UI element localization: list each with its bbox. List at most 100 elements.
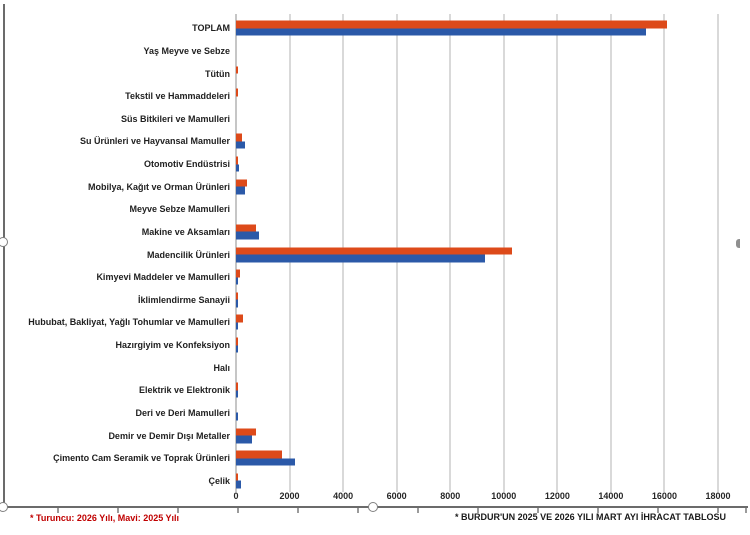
axis-tick-label: 8000 [440,491,461,501]
bar-2025[interactable] [236,186,246,195]
chart-border-left [3,4,5,508]
bar-group [236,266,742,289]
axis-tick-label: 16000 [651,491,677,501]
category-label: Makine ve Aksamları [141,226,230,237]
bar-2025[interactable] [236,435,253,444]
bar-2026[interactable] [236,450,282,459]
chart-row: Deri ve Deri Mamulleri [0,402,742,425]
bar-2025[interactable] [236,390,238,398]
worksheet-column-stub [597,508,599,513]
category-label: Yaş Meyve ve Sebze [143,45,230,56]
bar-2025[interactable] [236,141,245,149]
chart-row: Kimyevi Maddeler ve Mamulleri [0,266,742,289]
worksheet-column-stub [477,508,479,513]
bar-2026[interactable] [236,428,257,436]
chart-row: İklimlendirme Sanayii [0,289,742,312]
axis-tick-label: 6000 [386,491,407,501]
category-label: Meyve Sebze Mamulleri [129,204,230,215]
bar-2026[interactable] [236,382,238,391]
category-label: Hububat, Bakliyat, Yağlı Tohumlar ve Mam… [28,317,230,328]
axis-tick-label: 14000 [598,491,624,501]
bar-pair [236,405,238,421]
resize-handle-middle-left[interactable] [0,237,8,247]
gridline [717,14,719,492]
worksheet-column-stub [177,508,179,513]
category-label: Süs Bitkileri ve Mamulleri [120,113,230,124]
bar-2025[interactable] [236,254,486,263]
bar-2025[interactable] [236,412,238,421]
category-label: Çimento Cam Seramik ve Toprak Ürünleri [53,453,230,464]
bar-group [236,85,742,108]
bar-2025[interactable] [236,277,238,285]
bar-pair [236,224,259,240]
bar-group [236,108,742,131]
bar-2025[interactable] [236,322,238,330]
bar-2026[interactable] [236,473,238,481]
category-label: Hazırgiyim ve Konfeksiyon [115,340,230,351]
bar-2025[interactable] [236,480,241,489]
axis-tick-label: 4000 [333,491,354,501]
category-label: Deri ve Deri Mamulleri [135,407,230,418]
bar-2026[interactable] [236,179,247,187]
bar-2025[interactable] [236,28,646,36]
bar-group [236,221,742,244]
bar-group [236,334,742,357]
chart-row: Halı [0,356,742,379]
bar-2026[interactable] [236,314,243,323]
bar-2026[interactable] [236,269,241,278]
bar-2026[interactable] [236,20,668,29]
bar-2026[interactable] [236,88,239,97]
bar-2026[interactable] [236,224,257,232]
chart-title-footnote: * BURDUR'UN 2025 VE 2026 YILI MART AYI İ… [455,512,727,522]
chart-row: Hazırgiyim ve Konfeksiyon [0,334,742,357]
bar-group [236,356,742,379]
resize-handle-bottom-center[interactable] [368,502,378,512]
chart-row: Demir ve Demir Dışı Metaller [0,424,742,447]
bar-2025[interactable] [236,299,238,308]
bar-pair [236,88,239,104]
bar-2025[interactable] [236,231,259,240]
bar-2026[interactable] [236,156,239,165]
worksheet-column-stub [657,508,659,513]
category-label: TOPLAM [192,23,230,34]
bar-pair [236,247,512,263]
axis-tick-label: 12000 [544,491,570,501]
bar-group [236,311,742,334]
category-label: Su Ürünleri ve Hayvansal Mamuller [79,136,230,147]
worksheet-column-stub [57,508,59,513]
worksheet-column-stub [745,508,747,513]
bar-2026[interactable] [236,66,239,74]
chart-row: Su Ürünleri ve Hayvansal Mamuller [0,130,742,153]
worksheet-column-stub [537,508,539,513]
bar-pair [236,382,238,398]
category-label: Tekstil ve Hammaddeleri [125,91,230,102]
resize-handle-middle-right[interactable] [736,239,740,248]
worksheet-column-stub [717,508,719,513]
bar-2026[interactable] [236,292,238,300]
category-label: Tütün [205,68,230,79]
chart-row: Makine ve Aksamları [0,221,742,244]
resize-handle-bottom-left[interactable] [0,502,8,512]
bar-2026[interactable] [236,133,242,142]
bar-pair [236,292,238,308]
bar-2026[interactable] [236,247,512,255]
bar-2025[interactable] [236,164,240,172]
chart-row: Tütün [0,62,742,85]
category-label: İklimlendirme Sanayii [137,294,230,305]
bar-2026[interactable] [236,337,238,346]
bar-pair [236,428,257,444]
worksheet-column-stub [117,508,119,513]
bar-group [236,447,742,470]
bar-2025[interactable] [236,345,238,353]
worksheet-column-stub [297,508,299,513]
axis-tick-label: 0 [233,491,239,501]
bar-group [236,424,742,447]
axis-tick-label: 10000 [491,491,517,501]
bar-group [236,379,742,402]
worksheet-column-stub [357,508,359,513]
bar-group [236,153,742,176]
chart-row: Süs Bitkileri ve Mamulleri [0,108,742,131]
bar-2025[interactable] [236,458,295,466]
category-label: Mobilya, Kağıt ve Orman Ürünleri [87,181,230,192]
